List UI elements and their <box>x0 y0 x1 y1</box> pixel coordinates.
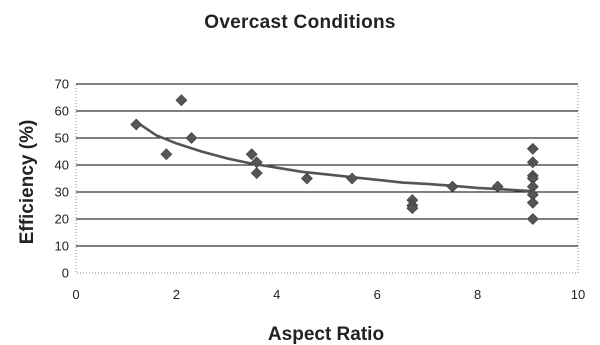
x-tick-label: 0 <box>72 287 79 302</box>
trend-line <box>134 120 535 193</box>
data-point <box>526 142 539 155</box>
y-tick-label: 0 <box>62 266 69 281</box>
y-tick-label: 10 <box>55 239 69 254</box>
x-tick-label: 6 <box>374 287 381 302</box>
y-axis-title: Efficiency (%) <box>17 120 38 245</box>
x-tick-label: 8 <box>474 287 481 302</box>
x-tick-label: 10 <box>571 287 585 302</box>
data-point <box>526 196 539 209</box>
plot-area: 0 10 20 30 40 50 60 70 0 2 4 6 8 10 <box>55 77 586 303</box>
data-point <box>250 167 263 180</box>
x-tick-label: 2 <box>173 287 180 302</box>
data-point <box>446 180 459 193</box>
data-point <box>491 180 504 193</box>
data-point <box>346 172 359 185</box>
data-point <box>130 118 143 131</box>
data-point <box>526 156 539 169</box>
y-tick-label: 30 <box>55 185 69 200</box>
data-point <box>300 172 313 185</box>
chart-title: Overcast Conditions <box>204 12 396 33</box>
data-point <box>245 148 258 161</box>
data-point <box>160 148 173 161</box>
data-point <box>185 132 198 144</box>
x-tick-label: 4 <box>273 287 280 302</box>
y-tick-label: 60 <box>55 104 69 119</box>
x-axis-title: Aspect Ratio <box>268 324 384 345</box>
data-point <box>526 213 539 225</box>
data-point <box>175 94 188 107</box>
y-tick-label: 40 <box>55 158 69 173</box>
data-point <box>406 202 419 215</box>
y-tick-label: 70 <box>55 77 69 92</box>
y-tick-label: 20 <box>55 212 69 227</box>
y-tick-label: 50 <box>55 131 69 146</box>
plot-border <box>75 83 579 274</box>
